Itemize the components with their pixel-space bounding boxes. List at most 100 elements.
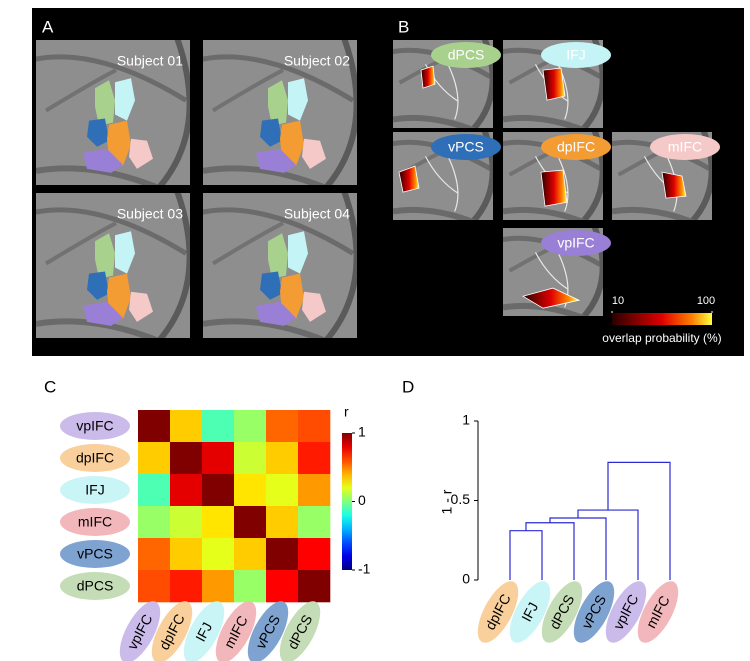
region-blob bbox=[288, 78, 308, 121]
row-label-badge bbox=[60, 572, 130, 600]
heatmap-cell bbox=[234, 410, 267, 443]
brain-image bbox=[36, 193, 190, 338]
sulcus bbox=[503, 206, 587, 220]
overlap-blob bbox=[398, 165, 420, 193]
region-blob bbox=[83, 148, 123, 173]
sulcus bbox=[211, 68, 284, 113]
sulcus bbox=[203, 207, 355, 256]
heatmap-cell bbox=[138, 474, 171, 507]
heatmap-cell bbox=[170, 442, 203, 475]
sulcus bbox=[203, 54, 355, 103]
sulcus bbox=[393, 206, 477, 220]
dendrogram-link bbox=[509, 530, 543, 580]
row-label: vpIFC bbox=[76, 418, 113, 434]
region-blob bbox=[95, 80, 115, 126]
region-blob bbox=[107, 273, 131, 319]
row-label-badge bbox=[60, 540, 130, 568]
region-label: dpIFC bbox=[557, 139, 595, 155]
region-blob bbox=[288, 231, 308, 274]
colorbar-label: r bbox=[344, 404, 349, 420]
leaf-label-badge bbox=[637, 581, 679, 643]
overlap-blob bbox=[521, 287, 581, 309]
region-badge bbox=[431, 134, 501, 160]
region-blob bbox=[280, 273, 304, 319]
region-label: vpIFC bbox=[557, 235, 594, 251]
sulcus bbox=[157, 193, 190, 338]
colorbar-label: overlap probability (%) bbox=[602, 331, 721, 345]
heatmap-cell bbox=[298, 570, 331, 603]
region-blob bbox=[268, 80, 288, 126]
heatmap-cell bbox=[138, 442, 171, 475]
heatmap-cell bbox=[170, 474, 203, 507]
column-label-badge bbox=[279, 601, 321, 661]
heatmap-cell bbox=[298, 538, 331, 571]
subject-label: Subject 04 bbox=[284, 206, 350, 222]
heatmap-cell bbox=[266, 442, 299, 475]
region-label: vPCS bbox=[448, 139, 484, 155]
region-label: IFJ bbox=[566, 47, 585, 63]
heatmap-cell bbox=[298, 474, 331, 507]
heatmap-cell bbox=[266, 570, 299, 603]
brain-image bbox=[203, 193, 357, 338]
sulcus bbox=[44, 221, 117, 266]
brain-image bbox=[203, 40, 357, 185]
colorbar-tick-label: 0 bbox=[358, 492, 366, 508]
panel-label: D bbox=[402, 377, 414, 396]
dendrogram-link bbox=[607, 461, 671, 580]
heatmap-cell bbox=[170, 506, 203, 539]
leaf-label-badge bbox=[573, 581, 615, 643]
heatmap-cell bbox=[266, 506, 299, 539]
y-axis-label: 1 - r bbox=[439, 489, 455, 514]
region-blob bbox=[87, 118, 109, 147]
heatmap-cell bbox=[234, 506, 267, 539]
region-blob bbox=[115, 78, 135, 121]
heatmap-cell bbox=[202, 506, 235, 539]
heatmap-cell bbox=[170, 410, 203, 443]
leaf-label-badge bbox=[541, 581, 583, 643]
brain-image bbox=[36, 40, 190, 185]
panel-label: A bbox=[42, 17, 54, 36]
sulcus bbox=[203, 318, 327, 338]
region-blob bbox=[260, 118, 282, 147]
overlap-colorbar bbox=[612, 313, 712, 325]
region-label: dPCS bbox=[448, 47, 485, 63]
heatmap-cell bbox=[202, 410, 235, 443]
heatmap-cell bbox=[234, 442, 267, 475]
heatmap-cell bbox=[138, 538, 171, 571]
heatmap-cell bbox=[298, 410, 331, 443]
overlap-blob bbox=[420, 65, 436, 89]
sulcus bbox=[157, 40, 190, 185]
panel-label: B bbox=[398, 17, 409, 36]
heatmap-cell bbox=[170, 570, 203, 603]
region-blob bbox=[256, 301, 296, 326]
heatmap-cell bbox=[298, 506, 331, 539]
region-blob bbox=[95, 233, 115, 279]
sulcus bbox=[503, 114, 587, 128]
region-blob bbox=[302, 138, 326, 169]
heatmap-cell bbox=[266, 410, 299, 443]
row-label: IFJ bbox=[85, 482, 104, 498]
heatmap-cell bbox=[234, 474, 267, 507]
heatmap-cell bbox=[138, 506, 171, 539]
overlap-blob bbox=[540, 169, 568, 207]
heatmap-cell bbox=[266, 474, 299, 507]
column-label-badge bbox=[247, 601, 289, 661]
column-label-badge bbox=[119, 601, 161, 661]
colorbar-tick-label: -1 bbox=[358, 561, 371, 577]
region-badge bbox=[541, 42, 611, 68]
subject-label: Subject 02 bbox=[284, 53, 350, 69]
heatmap-cell bbox=[202, 538, 235, 571]
column-label-badge bbox=[151, 601, 193, 661]
sulcus bbox=[36, 318, 160, 338]
row-label-badge bbox=[60, 444, 130, 472]
column-label-badge bbox=[215, 601, 257, 661]
column-label-badge bbox=[183, 601, 225, 661]
row-label-badge bbox=[60, 412, 130, 440]
sulcus bbox=[36, 207, 188, 256]
colorbar bbox=[342, 433, 352, 570]
region-blob bbox=[280, 120, 304, 166]
overlap-blob bbox=[542, 67, 566, 101]
sulcus bbox=[44, 68, 117, 113]
row-label-badge bbox=[60, 476, 130, 504]
region-badge bbox=[431, 42, 501, 68]
